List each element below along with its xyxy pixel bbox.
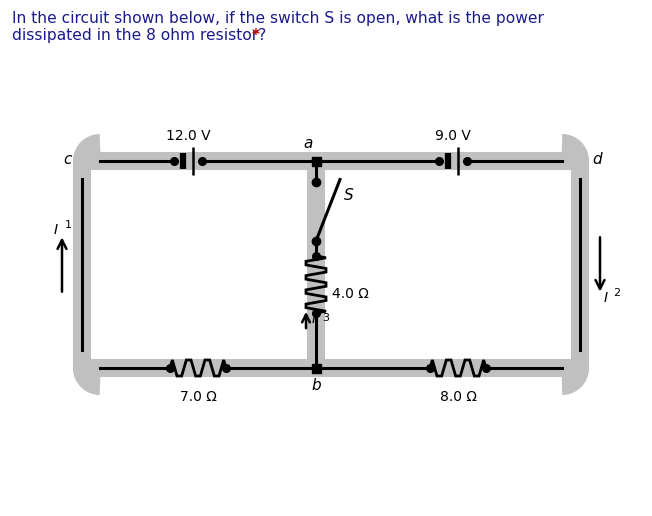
Text: 7.0 Ω: 7.0 Ω (179, 390, 216, 404)
Text: S: S (344, 188, 353, 203)
Text: 2: 2 (613, 288, 620, 298)
Text: 9.0 V: 9.0 V (435, 129, 471, 143)
Text: In the circuit shown below, if the switch S is open, what is the power: In the circuit shown below, if the switc… (12, 11, 544, 26)
Bar (312, 156, 321, 166)
Text: 1: 1 (65, 220, 72, 231)
Text: *: * (252, 28, 260, 43)
Text: c: c (64, 152, 72, 167)
Text: I: I (54, 223, 58, 237)
Text: I: I (312, 312, 316, 326)
Bar (312, 363, 321, 373)
Text: I: I (604, 292, 608, 305)
Text: 12.0 V: 12.0 V (166, 129, 211, 143)
Text: 4.0 Ω: 4.0 Ω (332, 287, 369, 301)
Text: 3: 3 (322, 313, 329, 323)
Text: 8.0 Ω: 8.0 Ω (439, 390, 477, 404)
Text: b: b (311, 378, 321, 393)
Text: dissipated in the 8 ohm resistor?: dissipated in the 8 ohm resistor? (12, 28, 271, 43)
Text: a: a (303, 136, 313, 151)
Text: d: d (592, 152, 602, 167)
